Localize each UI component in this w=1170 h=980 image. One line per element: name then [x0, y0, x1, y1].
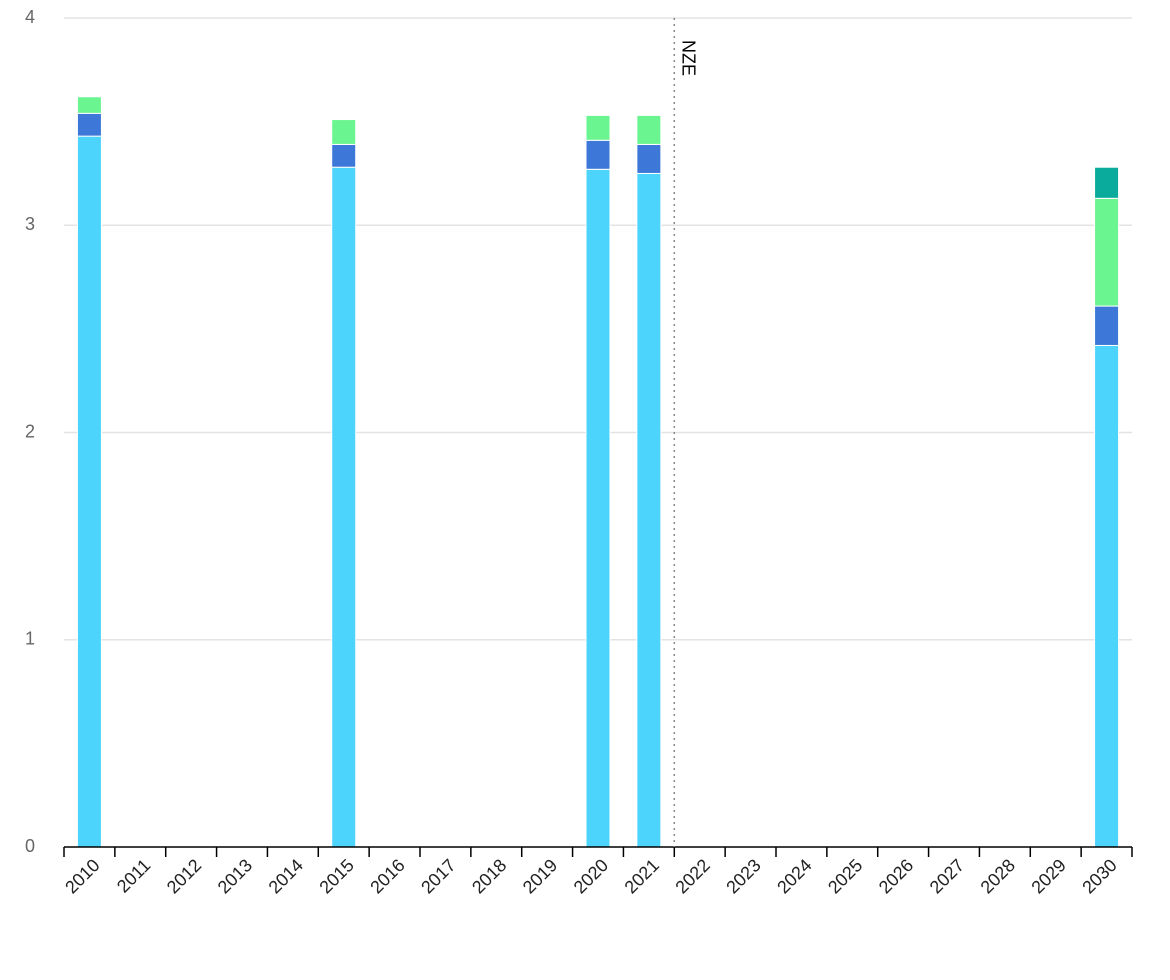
- x-tick-label: 2025: [824, 855, 866, 897]
- bar-segment: [1094, 166, 1120, 199]
- x-tick-label: 2024: [773, 855, 815, 897]
- x-tick-label: 2027: [926, 855, 968, 897]
- y-tick-label: 2: [25, 421, 35, 441]
- bar-segment: [636, 114, 662, 145]
- bar-segment: [76, 112, 102, 137]
- x-tick-label: 2015: [315, 855, 357, 897]
- x-tick-label: 2013: [214, 855, 256, 897]
- x-tick-label: 2022: [671, 855, 713, 897]
- y-tick-label: 3: [25, 214, 35, 234]
- x-tick-label: 2014: [265, 855, 307, 897]
- bar-segment: [1094, 305, 1120, 346]
- x-tick-label: 2012: [163, 855, 205, 897]
- x-tick-label: 2018: [468, 855, 510, 897]
- x-tick-label: 2023: [722, 855, 764, 897]
- bar-segment: [585, 114, 611, 141]
- bar-segment: [636, 143, 662, 174]
- x-tick-label: 2028: [977, 855, 1019, 897]
- x-tick-label: 2026: [875, 855, 917, 897]
- y-tick-label: 0: [25, 836, 35, 856]
- y-tick-label: 4: [25, 7, 35, 27]
- x-tick-label: 2021: [621, 855, 663, 897]
- annotation-label: NZE: [678, 40, 698, 76]
- bar-segment: [76, 96, 102, 114]
- x-tick-label: 2011: [113, 855, 155, 897]
- x-tick-label: 2020: [570, 855, 612, 897]
- bar-segment: [331, 119, 357, 145]
- bar-segment: [585, 139, 611, 170]
- x-tick-label: 2019: [519, 855, 561, 897]
- y-tick-label: 1: [25, 629, 35, 649]
- bar-segment: [1094, 344, 1120, 848]
- x-tick-label: 2016: [366, 855, 408, 897]
- bar-segment: [636, 172, 662, 848]
- x-tick-label: 2030: [1078, 855, 1120, 897]
- bar-segment: [76, 135, 102, 848]
- x-tick-label: 2029: [1027, 855, 1069, 897]
- x-tick-label: 2017: [417, 855, 459, 897]
- x-tick-label: 2010: [61, 855, 103, 897]
- bar-segment: [585, 168, 611, 848]
- bar-segment: [1094, 197, 1120, 307]
- bar-segment: [331, 143, 357, 168]
- bar-segment: [331, 166, 357, 848]
